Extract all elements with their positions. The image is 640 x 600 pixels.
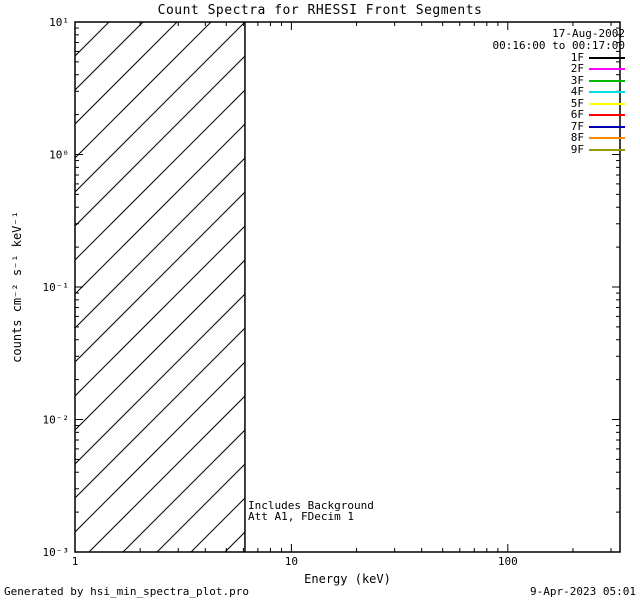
x-tick-label: 1	[72, 555, 79, 568]
legend-entry-label: 5F	[570, 96, 584, 110]
y-axis-label: counts cm⁻² s⁻¹ keV⁻¹	[10, 211, 24, 363]
x-tick-label: 10	[285, 555, 298, 568]
y-tick-label: 10⁻³	[43, 546, 70, 559]
legend-entry: 2F	[493, 62, 625, 76]
footer-generated-by: Generated by hsi_min_spectra_plot.pro	[4, 585, 250, 598]
legend-entry-line	[589, 102, 625, 105]
y-tick-label: 10⁻²	[43, 414, 70, 427]
y-tick-label: 10¹	[49, 16, 69, 29]
legend-date: 17-Aug-2002	[552, 27, 625, 40]
footer-timestamp: 9-Apr-2023 05:01	[530, 585, 636, 598]
legend-entry-line	[589, 79, 625, 82]
legend-entry-line	[589, 137, 625, 140]
chart-title: Count Spectra for RHESSI Front Segments	[157, 3, 483, 18]
legend-entry-line	[589, 114, 625, 117]
legend-entry-label: 1F	[570, 50, 584, 64]
tick-labels: 1 10 100 10⁻³ 10⁻² 10⁻¹ 10⁰ 10¹	[43, 16, 518, 568]
x-axis-label: Energy (keV)	[304, 572, 391, 586]
legend-entry: 3F	[493, 73, 625, 87]
legend-entry-line	[589, 148, 625, 151]
legend-entry: 6F	[493, 108, 625, 122]
annotation-includes-background: Includes Background	[248, 499, 374, 512]
legend-time-range: 00:16:00 to 00:17:00	[492, 39, 625, 52]
legend-entry-line	[589, 125, 625, 128]
legend-entry: 4F	[493, 85, 625, 99]
legend-entries: 1F 2F 3F 4F 5F 6F 7F 8F 9F	[493, 50, 625, 156]
legend-entry: 1F	[493, 50, 625, 64]
legend-entry-label: 7F	[570, 119, 584, 133]
legend-entry: 8F	[493, 131, 625, 145]
legend-entry-label: 4F	[570, 85, 584, 99]
y-tick-label: 10⁻¹	[43, 281, 70, 294]
annotation-attenuator-state: Att A1, FDecim 1	[248, 510, 354, 523]
legend-entry-label: 2F	[570, 62, 584, 76]
legend-entry-line	[589, 68, 625, 71]
legend-entry-label: 6F	[570, 108, 584, 122]
legend-entry-label: 8F	[570, 131, 584, 145]
legend-entry: 7F	[493, 119, 625, 133]
legend-entry-line	[589, 56, 625, 59]
legend-entry-label: 3F	[570, 73, 584, 87]
legend-entry-label: 9F	[570, 142, 584, 156]
legend: 17-Aug-2002 00:16:00 to 00:17:00 1F 2F 3F 4…	[493, 28, 625, 156]
legend-entry-line	[589, 91, 625, 94]
y-tick-label: 10⁰	[49, 149, 69, 162]
x-tick-label: 100	[498, 555, 518, 568]
axis-ticks	[74, 21, 620, 553]
legend-entry: 5F	[493, 96, 625, 110]
legend-entry: 9F	[493, 142, 625, 156]
